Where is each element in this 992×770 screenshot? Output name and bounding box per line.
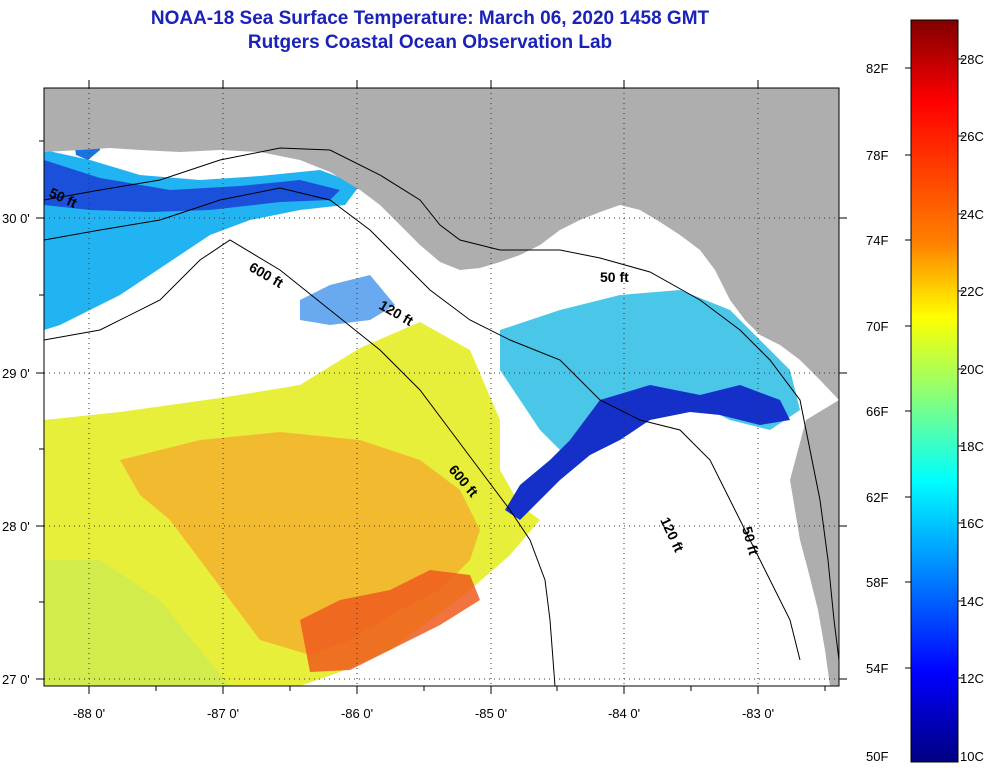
colorbar-c-label: 10C <box>960 749 984 764</box>
lat-label: 30 0' <box>2 211 30 226</box>
colorbar-f-label: 50F <box>866 749 888 764</box>
lon-label: -86 0' <box>341 706 373 721</box>
deep-blue-east <box>505 385 790 520</box>
lat-label: 28 0' <box>2 519 30 534</box>
red-water-region <box>300 570 480 672</box>
map-title: NOAA-18 Sea Surface Temperature: March 0… <box>150 8 710 29</box>
colorbar-f-label: 62F <box>866 490 888 505</box>
lon-label: -84 0' <box>608 706 640 721</box>
axis-ticks <box>36 80 847 694</box>
colorbar-c-label: 26C <box>960 129 984 144</box>
colorbar-f-label: 74F <box>866 233 888 248</box>
deep-blue-west <box>44 160 340 212</box>
lon-label: -85 0' <box>475 706 507 721</box>
map-area: 50 ft 600 ft 120 ft 50 ft 600 ft 120 ft … <box>44 88 839 686</box>
land-north <box>44 88 839 400</box>
colorbar-f-label: 82F <box>866 61 888 76</box>
depth-contours <box>44 147 839 686</box>
lon-label: -83 0' <box>742 706 774 721</box>
lat-label: 29 0' <box>2 366 30 381</box>
colorbar-c-label: 14C <box>960 594 984 609</box>
color-bar <box>910 19 959 763</box>
lon-label: -87 0' <box>207 706 239 721</box>
map-border <box>43 87 840 687</box>
colorbar-c-label: 28C <box>960 52 984 67</box>
colorbar-f-label: 66F <box>866 404 888 419</box>
colorbar-f-ticks <box>905 58 964 679</box>
colorbar-c-label: 12C <box>960 671 984 686</box>
contour-label-50ft-east: 50 ft <box>600 269 629 285</box>
lon-label: -88 0' <box>73 706 105 721</box>
colorbar-f-label: 70F <box>866 319 888 334</box>
colorbar-f-label: 54F <box>866 661 888 676</box>
land-east-peninsula <box>790 400 839 686</box>
colorbar-c-label: 18C <box>960 439 984 454</box>
colorbar-c-label: 20C <box>960 362 984 377</box>
lat-label: 27 0' <box>2 672 30 687</box>
colorbar-c-label: 22C <box>960 284 984 299</box>
colorbar-f-label: 58F <box>866 575 888 590</box>
blue-patches-center <box>300 275 395 325</box>
colorbar-c-label: 16C <box>960 516 984 531</box>
contour-label-50ft-south: 50 ft <box>739 525 762 557</box>
colorbar-f-label: 78F <box>866 148 888 163</box>
green-water-region <box>44 560 230 686</box>
map-subtitle: Rutgers Coastal Ocean Observation Lab <box>247 32 613 53</box>
colorbar-c-label: 24C <box>960 207 984 222</box>
